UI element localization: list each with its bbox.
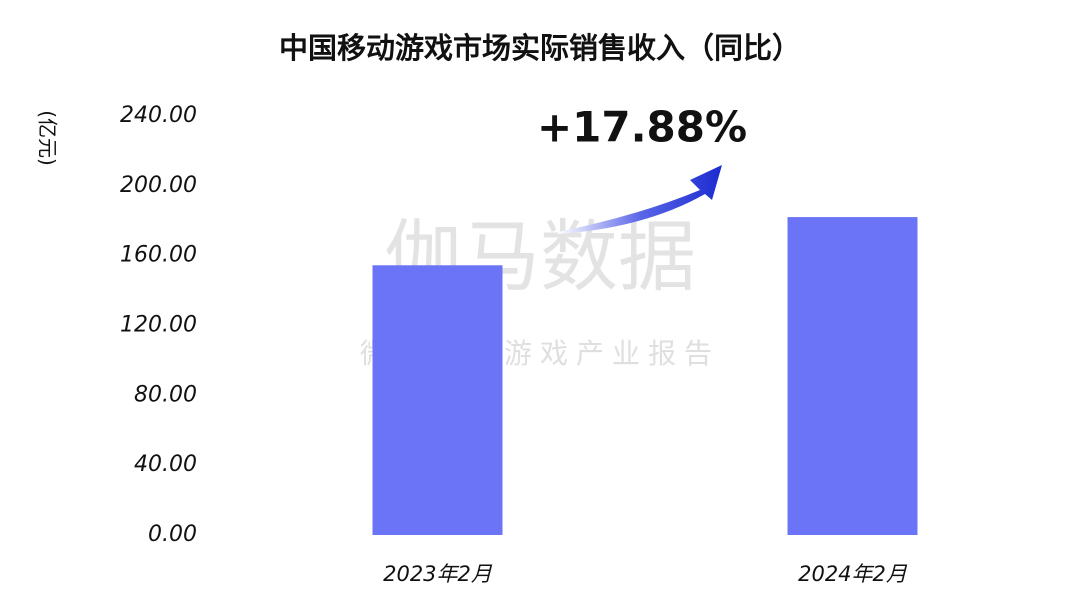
x-tick-label: 2023年2月 <box>383 562 493 586</box>
chart-title: 中国移动游戏市场实际销售收入（同比） <box>279 31 801 65</box>
bar <box>372 265 503 535</box>
increase-arrow <box>558 165 722 234</box>
x-tick-label: 2024年2月 <box>798 562 908 586</box>
y-tick-label: 40.00 <box>134 452 197 477</box>
y-tick-label: 160.00 <box>120 243 197 268</box>
y-tick-label: 80.00 <box>134 382 197 407</box>
growth-annotation: +17.88% <box>537 103 747 152</box>
y-tick-label: 120.00 <box>120 313 197 338</box>
y-tick-label: 200.00 <box>120 173 197 198</box>
y-tick-label: 240.00 <box>120 103 197 128</box>
bar <box>787 217 918 536</box>
plot-area: 0.00 40.00 80.00 120.00 160.00 200.00 240.00 20… <box>120 103 918 586</box>
y-axis-label: (亿元) <box>36 110 60 166</box>
y-tick-label: 0.00 <box>148 522 197 547</box>
